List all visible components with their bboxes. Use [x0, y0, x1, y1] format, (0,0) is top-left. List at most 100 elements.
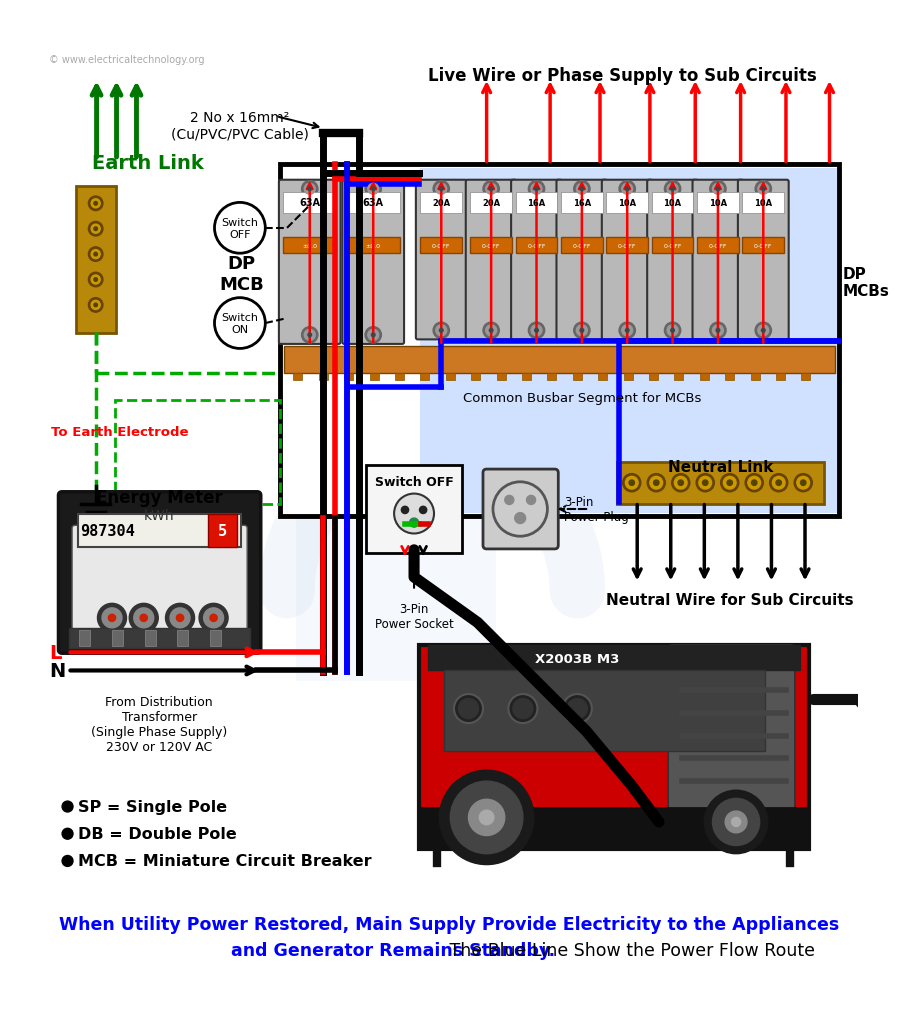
Circle shape: [91, 301, 100, 310]
Circle shape: [304, 330, 316, 341]
Circle shape: [623, 474, 641, 492]
FancyBboxPatch shape: [743, 237, 784, 254]
FancyBboxPatch shape: [649, 374, 658, 381]
FancyBboxPatch shape: [369, 374, 378, 381]
Circle shape: [489, 329, 493, 333]
Circle shape: [483, 181, 499, 198]
FancyBboxPatch shape: [692, 180, 743, 340]
FancyBboxPatch shape: [547, 374, 556, 381]
Circle shape: [170, 608, 190, 628]
Circle shape: [436, 184, 447, 195]
FancyBboxPatch shape: [470, 193, 512, 214]
Circle shape: [667, 184, 678, 195]
Text: L: L: [49, 643, 62, 662]
FancyBboxPatch shape: [606, 237, 648, 254]
Text: 10A: 10A: [663, 199, 681, 208]
FancyBboxPatch shape: [699, 374, 708, 381]
Circle shape: [758, 184, 769, 195]
Circle shape: [515, 514, 526, 524]
Circle shape: [721, 474, 739, 492]
Circle shape: [365, 327, 381, 343]
Circle shape: [674, 477, 687, 489]
Circle shape: [672, 474, 690, 492]
Circle shape: [702, 481, 708, 486]
Circle shape: [710, 181, 726, 198]
FancyBboxPatch shape: [416, 180, 467, 340]
Text: 0-OFF: 0-OFF: [663, 244, 681, 249]
FancyBboxPatch shape: [601, 180, 653, 340]
Circle shape: [301, 327, 318, 343]
Circle shape: [440, 187, 443, 192]
FancyBboxPatch shape: [801, 374, 811, 381]
Text: 63A: 63A: [299, 199, 320, 208]
Circle shape: [91, 200, 100, 209]
Circle shape: [667, 325, 678, 336]
Circle shape: [529, 181, 545, 198]
FancyBboxPatch shape: [624, 374, 633, 381]
Circle shape: [574, 181, 590, 198]
FancyBboxPatch shape: [421, 193, 462, 214]
Circle shape: [755, 181, 771, 198]
Text: 0-OFF: 0-OFF: [432, 244, 450, 249]
Circle shape: [88, 222, 102, 236]
FancyBboxPatch shape: [366, 466, 462, 553]
Text: 2 No x 16mm²
(Cu/PVC/PVC Cable): 2 No x 16mm² (Cu/PVC/PVC Cable): [171, 111, 309, 141]
Circle shape: [93, 227, 97, 231]
FancyBboxPatch shape: [556, 180, 607, 340]
Text: 3-Pin
Power Socket: 3-Pin Power Socket: [375, 603, 453, 631]
Text: The Blue Line Show the Power Flow Route: The Blue Line Show the Power Flow Route: [444, 941, 815, 959]
FancyBboxPatch shape: [319, 374, 328, 381]
Text: 16A: 16A: [528, 199, 546, 208]
FancyBboxPatch shape: [283, 193, 336, 214]
Circle shape: [109, 614, 116, 622]
Circle shape: [717, 187, 720, 192]
Text: Switch
OFF: Switch OFF: [221, 218, 258, 239]
Circle shape: [671, 329, 674, 333]
FancyBboxPatch shape: [561, 193, 602, 214]
Circle shape: [752, 481, 757, 486]
Circle shape: [626, 477, 638, 489]
Circle shape: [710, 323, 726, 339]
Circle shape: [647, 474, 665, 492]
Circle shape: [567, 699, 587, 718]
Text: DP
MCBs: DP MCBs: [842, 267, 889, 300]
FancyBboxPatch shape: [598, 374, 607, 381]
FancyBboxPatch shape: [210, 630, 221, 646]
Text: 987304: 987304: [80, 524, 135, 539]
FancyBboxPatch shape: [421, 237, 462, 254]
FancyBboxPatch shape: [496, 374, 505, 381]
Circle shape: [724, 477, 736, 489]
FancyBboxPatch shape: [573, 374, 582, 381]
Circle shape: [450, 782, 523, 854]
Text: DB = Double Pole: DB = Double Pole: [78, 826, 237, 842]
FancyBboxPatch shape: [419, 808, 808, 849]
Text: 3-Pin
Power Plug: 3-Pin Power Plug: [564, 495, 628, 524]
FancyBboxPatch shape: [668, 645, 795, 836]
FancyBboxPatch shape: [652, 237, 693, 254]
Text: 0-OFF: 0-OFF: [573, 244, 592, 249]
FancyBboxPatch shape: [743, 193, 784, 214]
Text: When Utility Power Restored, Main Supply Provide Electricity to the Appliances: When Utility Power Restored, Main Supply…: [59, 915, 840, 933]
Circle shape: [102, 608, 122, 628]
FancyBboxPatch shape: [516, 193, 557, 214]
Text: 0-OFF: 0-OFF: [708, 244, 727, 249]
Circle shape: [761, 329, 765, 333]
FancyBboxPatch shape: [725, 374, 734, 381]
Circle shape: [88, 248, 102, 262]
Circle shape: [535, 329, 539, 333]
Circle shape: [91, 225, 100, 234]
FancyBboxPatch shape: [444, 671, 765, 751]
Circle shape: [62, 801, 73, 812]
Circle shape: [671, 187, 674, 192]
Circle shape: [304, 184, 316, 195]
Circle shape: [755, 323, 771, 339]
FancyBboxPatch shape: [145, 630, 156, 646]
Circle shape: [93, 278, 97, 282]
Circle shape: [483, 323, 499, 339]
Circle shape: [772, 477, 785, 489]
Circle shape: [215, 203, 265, 254]
Circle shape: [301, 181, 318, 198]
Circle shape: [420, 506, 427, 514]
FancyBboxPatch shape: [652, 193, 693, 214]
Circle shape: [513, 699, 533, 718]
